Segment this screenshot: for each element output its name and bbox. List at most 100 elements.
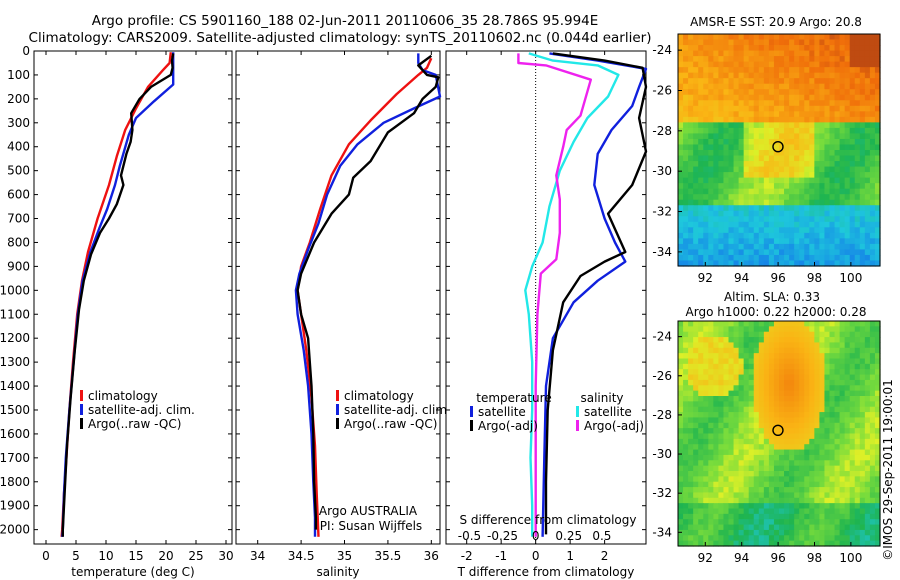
heatmap-cell <box>703 210 709 217</box>
heatmap-cell <box>859 188 866 195</box>
heatmap-cell <box>743 460 750 467</box>
heatmap-cell <box>849 61 856 68</box>
heatmap-cell <box>703 519 709 526</box>
heatmap-cell <box>799 326 805 333</box>
heatmap-cell <box>814 238 820 245</box>
heatmap-cell <box>804 172 810 179</box>
heatmap-cell <box>854 83 861 90</box>
heatmap-cell <box>854 210 861 217</box>
heatmap-cell <box>773 50 780 57</box>
heatmap-cell <box>874 460 881 467</box>
heatmap-cell <box>834 172 841 179</box>
heatmap-cell <box>789 50 795 57</box>
heatmap-cell <box>824 433 831 440</box>
heatmap-cell <box>784 401 790 408</box>
heatmap-cell <box>804 428 810 435</box>
heatmap-cell <box>743 513 750 520</box>
heatmap-cell <box>698 166 704 173</box>
heatmap-cell <box>738 444 745 451</box>
heatmap-cell <box>819 127 826 135</box>
heatmap-cell <box>708 497 714 504</box>
heatmap-cell <box>758 72 765 79</box>
heatmap-cell <box>824 353 831 360</box>
heatmap-cell <box>859 433 866 440</box>
heatmap-cell <box>758 249 765 256</box>
heatmap-cell <box>768 243 775 251</box>
heatmap-cell <box>844 210 851 217</box>
heatmap-cell <box>678 465 684 472</box>
heatmap-cell <box>688 454 694 461</box>
heatmap-cell <box>768 67 775 74</box>
heatmap-cell <box>819 519 826 526</box>
heatmap-cell <box>728 111 735 118</box>
heatmap-cell <box>713 127 719 135</box>
heatmap-cell <box>698 227 704 234</box>
heatmap-cell <box>854 353 861 360</box>
heatmap-cell <box>763 529 770 536</box>
heatmap-cell <box>733 249 740 256</box>
heatmap-cell <box>773 166 780 173</box>
heatmap-cell <box>869 67 876 74</box>
heatmap-cell <box>758 471 765 477</box>
heatmap-cell <box>839 138 846 146</box>
heatmap-cell <box>789 183 795 190</box>
heatmap-cell <box>834 454 841 461</box>
heatmap-cell <box>703 379 709 386</box>
heatmap-cell <box>743 417 750 424</box>
heatmap-cell <box>849 497 856 504</box>
heatmap-cell <box>784 166 790 173</box>
heatmap-cell <box>718 326 725 333</box>
heatmap-cell <box>758 492 765 499</box>
map-frame <box>677 33 881 267</box>
heatmap-cell <box>758 39 765 46</box>
heatmap-cell <box>688 524 694 531</box>
heatmap-cell <box>799 374 805 381</box>
heatmap-cell <box>688 111 694 118</box>
heatmap-cell <box>768 194 775 201</box>
heatmap-cell <box>779 105 785 112</box>
heatmap-cell <box>814 321 820 327</box>
heatmap-cell <box>829 342 836 349</box>
heatmap-cell <box>789 83 795 90</box>
heatmap-cell <box>794 166 800 173</box>
heatmap-cell <box>753 161 760 168</box>
heatmap-cell <box>804 433 810 440</box>
heatmap-cell <box>849 460 856 467</box>
heatmap-cell <box>768 385 775 392</box>
heatmap-cell <box>768 227 775 234</box>
heatmap-cell <box>839 428 846 435</box>
heatmap-cell <box>849 105 856 112</box>
heatmap-cell <box>753 438 760 445</box>
heatmap-cell <box>723 460 730 467</box>
y-tick-label: 1000 <box>0 283 30 297</box>
heatmap-cell <box>698 61 704 68</box>
heatmap-cell <box>844 243 851 251</box>
heatmap-cell <box>804 529 810 536</box>
heatmap-cell <box>678 492 684 499</box>
heatmap-cell <box>703 61 709 68</box>
heatmap-cell <box>688 406 694 413</box>
heatmap-cell <box>829 67 836 74</box>
heatmap-cell <box>819 449 826 456</box>
heatmap-cell <box>839 508 846 515</box>
heatmap-cell <box>688 508 694 515</box>
heatmap-cell <box>773 56 780 63</box>
heatmap-cell <box>698 45 704 52</box>
heatmap-cell <box>753 401 760 408</box>
heatmap-cell <box>718 529 725 536</box>
heatmap-cell <box>779 358 785 365</box>
y-tick-label: 700 <box>7 212 30 226</box>
heatmap-cell <box>794 155 800 162</box>
heatmap-cell <box>799 487 805 494</box>
heatmap-cell <box>814 460 820 467</box>
heatmap-cell <box>678 503 684 510</box>
heatmap-cell <box>698 519 704 526</box>
heatmap-cell <box>864 249 871 256</box>
heatmap-cell <box>874 210 881 217</box>
heatmap-cell <box>708 326 714 333</box>
heatmap-cell <box>829 183 836 190</box>
heatmap-cell <box>758 116 765 123</box>
heatmap-cell <box>809 50 815 57</box>
legend-label: Argo(-adj) <box>478 419 538 433</box>
heatmap-cell <box>718 535 725 542</box>
